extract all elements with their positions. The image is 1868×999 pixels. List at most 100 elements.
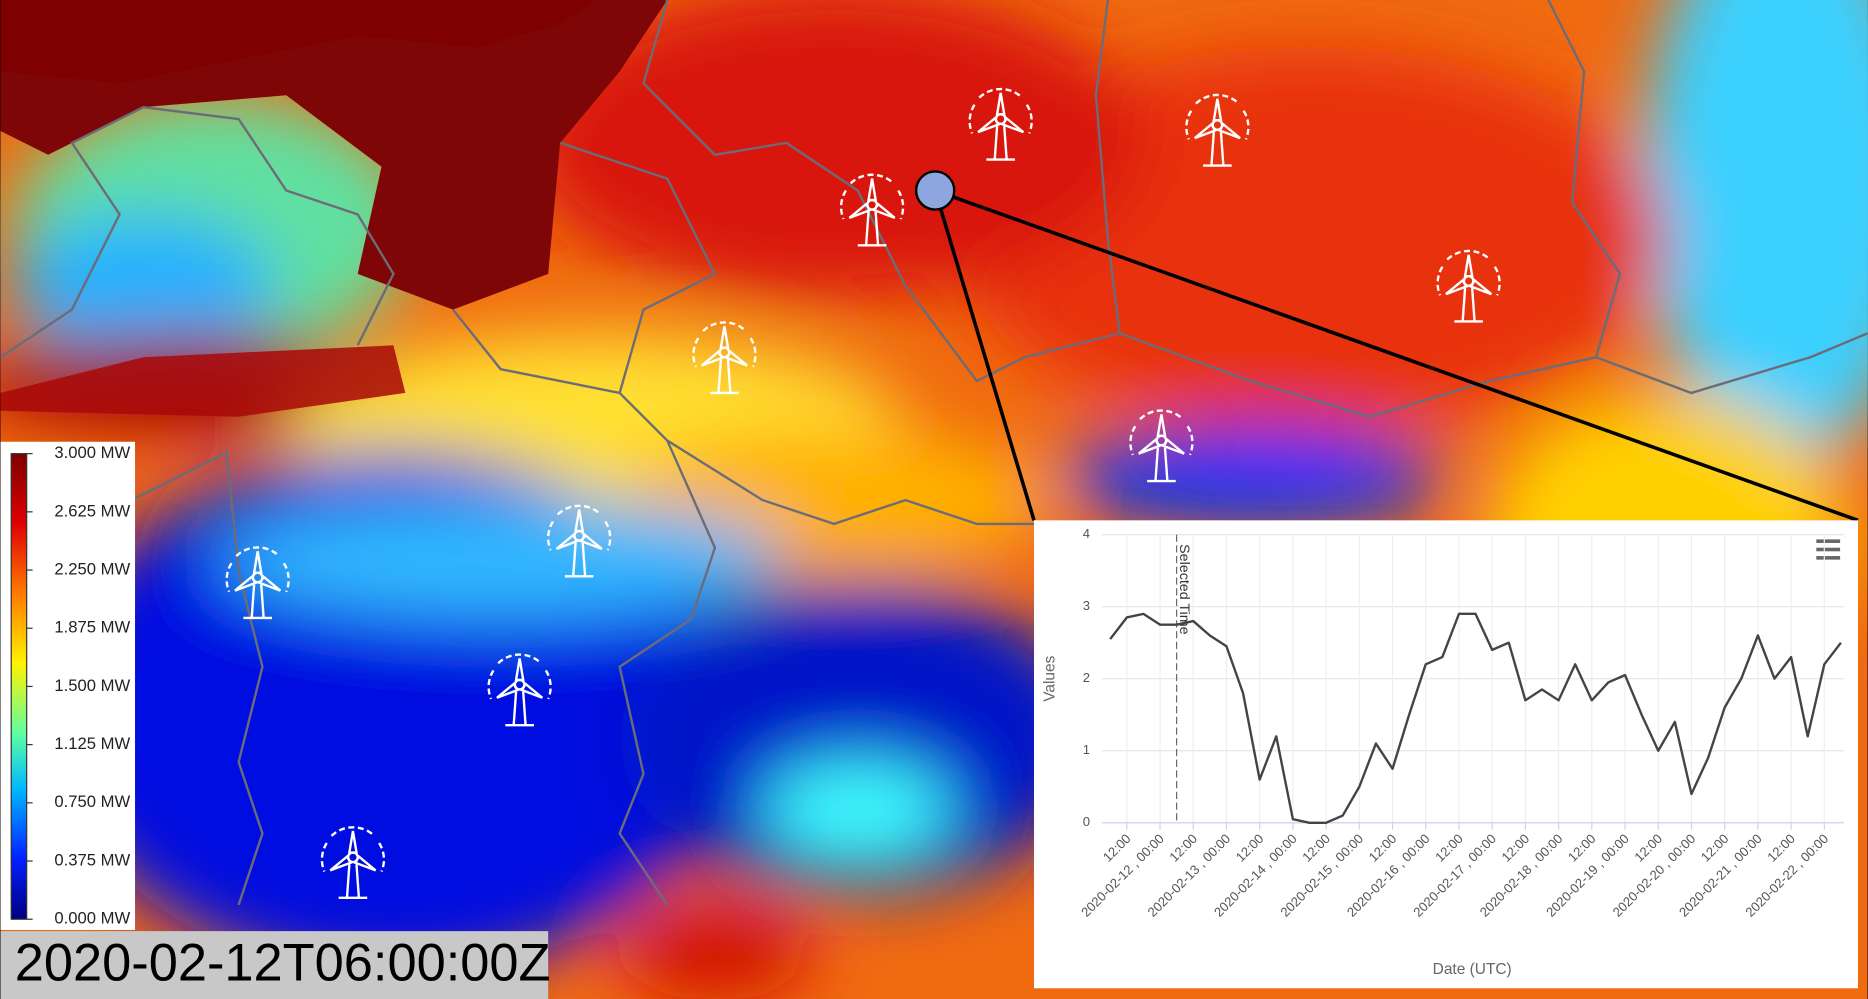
turbine-blade	[555, 533, 579, 551]
heat-blob	[762, 762, 954, 858]
turbine-icon	[1185, 93, 1250, 167]
turbine-blade	[514, 658, 525, 682]
x-axis-title: Date (UTC)	[1433, 961, 1512, 978]
turbine-tower	[1454, 288, 1483, 323]
legend-label: 2.250 MW	[54, 559, 130, 578]
turbine-blade	[872, 202, 896, 220]
selected-point[interactable]	[914, 170, 956, 211]
border	[618, 440, 717, 906]
turbine-blade	[1463, 254, 1474, 278]
menu-bar	[1816, 547, 1841, 552]
legend-label: 3.000 MW	[54, 443, 130, 462]
turbine-blade	[258, 574, 282, 592]
turbine-blade	[329, 854, 353, 872]
turbine-blade	[252, 551, 263, 574]
turbine-arc	[839, 173, 905, 220]
selected-time-label: Selected Time	[1176, 544, 1192, 634]
turbine-icon	[487, 653, 552, 727]
turbine-icon	[839, 173, 905, 247]
heat-blob	[619, 904, 811, 999]
turbine-tower	[564, 542, 594, 578]
turbine-blade	[353, 854, 377, 872]
turbine-tower	[1147, 447, 1176, 483]
turbine-blade	[1217, 122, 1241, 140]
turbine-tower	[710, 359, 739, 395]
border	[642, 0, 1122, 383]
turbine-arc	[1436, 249, 1501, 296]
turbine-blade	[579, 533, 603, 551]
timestamp: 2020-02-12T06:00:00Z	[15, 935, 551, 993]
legend-label: 1.500 MW	[54, 676, 130, 695]
turbine-arc	[546, 504, 612, 551]
turbine-blade	[574, 509, 585, 533]
turbine-arc	[225, 546, 290, 593]
turbine-tower	[505, 691, 534, 727]
heat-region-dark	[0, 0, 668, 310]
border	[0, 105, 395, 359]
turbine-icons	[225, 87, 1501, 899]
turbine-blade	[234, 574, 258, 592]
turbine-tower	[986, 126, 1015, 161]
turbine-blade	[520, 682, 544, 699]
turbine-icon	[320, 826, 386, 899]
turbine-blade	[1137, 438, 1161, 455]
turbine-icon	[225, 546, 290, 620]
legend-label: 0.000 MW	[54, 909, 130, 928]
turbine-blade	[977, 116, 1001, 134]
legend	[0, 441, 136, 930]
legend-label: 0.750 MW	[54, 792, 130, 811]
heat-region-dark	[0, 0, 596, 84]
turbine-blade	[1469, 278, 1493, 296]
turbine-blade	[848, 202, 872, 220]
heat-region-dark	[0, 345, 406, 417]
turbine-arc	[1129, 409, 1194, 456]
turbine-blade	[1156, 414, 1167, 437]
borders	[0, 0, 1868, 906]
legend-label: 1.125 MW	[54, 734, 130, 753]
y-tick-label: 3	[1083, 598, 1090, 613]
border	[1595, 332, 1868, 395]
connector	[933, 189, 1036, 521]
turbine-blade	[700, 349, 724, 367]
heat-blob	[214, 500, 787, 620]
turbine-tower	[1203, 132, 1232, 167]
menu-bar	[1816, 556, 1841, 560]
legend-colorbar	[10, 453, 28, 920]
legend-label: 2.625 MW	[54, 501, 130, 520]
y-tick-label: 1	[1083, 742, 1090, 757]
turbine-tower	[857, 211, 887, 247]
border	[130, 450, 264, 906]
chart-menu[interactable]	[1816, 539, 1841, 560]
turbine-tower	[338, 864, 368, 899]
heat-blob	[524, 0, 1144, 298]
turbine-blade	[496, 682, 520, 699]
heat-blob	[619, 583, 1096, 894]
series-line	[1109, 612, 1842, 824]
turbine-icon	[546, 504, 612, 578]
turbine-blade	[725, 349, 748, 367]
border	[452, 308, 1037, 526]
turbine-icon	[1129, 409, 1194, 483]
y-tick-label: 0	[1083, 814, 1090, 829]
legend-label: 1.875 MW	[54, 618, 130, 637]
timestamp-box	[0, 931, 549, 999]
turbine-blade	[1445, 278, 1469, 296]
turbine-blade	[867, 178, 878, 202]
turbine-blade	[1162, 438, 1185, 455]
turbine-arc	[487, 653, 552, 700]
legend-ticks: 3.000 MW 2.625 MW 2.250 MW 1.875 MW 1.500 MW…	[26, 443, 131, 928]
turbine-blade	[719, 326, 730, 349]
turbine-icon	[692, 321, 757, 395]
y-tick-label: 4	[1083, 526, 1090, 541]
heat-blob	[1060, 428, 1442, 524]
connector	[934, 188, 1859, 523]
turbine-icon	[1436, 249, 1501, 323]
turbine-blade	[1212, 98, 1223, 122]
turbine-arc	[1185, 93, 1250, 140]
turbine-arc	[320, 826, 386, 873]
turbine-arc	[692, 321, 757, 368]
chart-panel	[1034, 520, 1858, 989]
